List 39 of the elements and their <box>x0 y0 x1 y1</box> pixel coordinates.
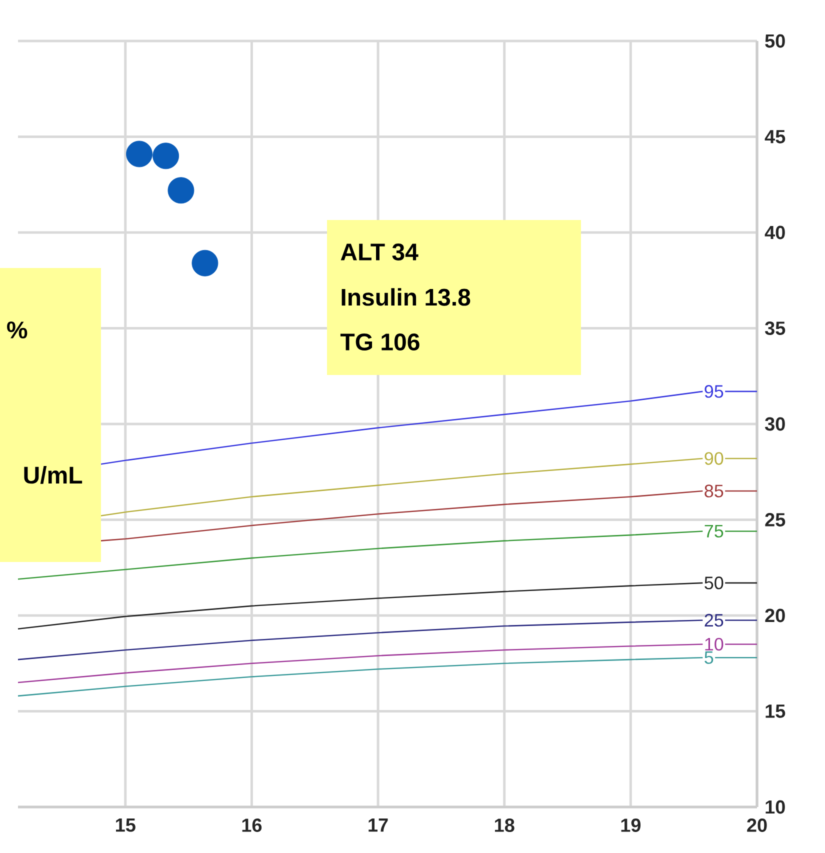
legend-label: 85 <box>704 484 724 498</box>
x-tick-label: 18 <box>494 818 514 832</box>
line-series <box>99 490 704 542</box>
legend-label: 50 <box>704 576 724 590</box>
y-tick-label: 30 <box>764 417 785 431</box>
annotation: TG 106 <box>340 334 420 350</box>
line-series <box>17 620 704 660</box>
legend-label: 90 <box>704 452 724 465</box>
line-series <box>99 390 704 465</box>
annotation: Insulin 13.8 <box>342 288 470 306</box>
line-series <box>17 644 704 684</box>
y-tick-label: 35 <box>764 322 786 335</box>
x-tick-label: 20 <box>747 818 767 832</box>
x-tick-label: 17 <box>368 818 388 832</box>
line-series <box>17 656 704 697</box>
x-tick-label: 19 <box>621 818 641 832</box>
annotation: % <box>7 322 28 338</box>
point <box>168 177 194 204</box>
y-tick-label: 45 <box>764 130 786 144</box>
y-tick-label: 20 <box>765 608 785 622</box>
point <box>126 140 152 168</box>
legend-label: 25 <box>704 614 724 627</box>
annotation: ALT 34 <box>340 243 418 260</box>
annotation: U/mL <box>24 466 82 484</box>
line-series <box>17 530 704 580</box>
x-tick-label: 15 <box>116 818 136 832</box>
legend-label: 10 <box>705 638 724 651</box>
legend-label: 95 <box>704 385 724 398</box>
legend-label: 75 <box>704 524 724 538</box>
legend-label: 5 <box>704 651 714 664</box>
y-tick-label: 25 <box>765 513 786 526</box>
y-tick-label: 10 <box>766 800 785 814</box>
point <box>192 250 218 276</box>
point <box>152 142 179 170</box>
line-series <box>17 582 704 630</box>
x-tick-label: 16 <box>242 818 262 832</box>
y-tick-label: 40 <box>764 226 785 240</box>
y-tick-label: 50 <box>765 34 785 48</box>
y-tick-label: 15 <box>766 704 786 718</box>
